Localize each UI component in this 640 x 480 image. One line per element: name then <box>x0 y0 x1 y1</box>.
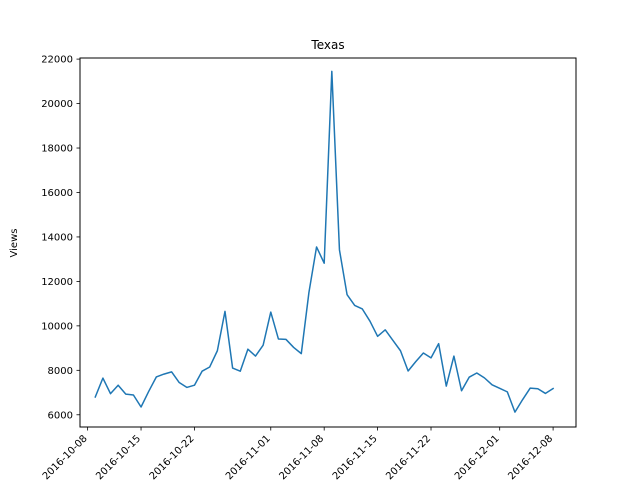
y-tick-label: 8000 <box>48 366 73 377</box>
y-axis-label: Views <box>9 229 20 258</box>
y-tick-label: 16000 <box>41 188 73 199</box>
series-line <box>94 70 555 413</box>
y-tick-label: 10000 <box>41 321 73 332</box>
y-tick-label: 18000 <box>41 144 73 155</box>
y-tick-label: 22000 <box>41 55 73 66</box>
y-tick-label: 20000 <box>41 99 73 110</box>
y-tick-label: 12000 <box>41 277 73 288</box>
chart-title: Texas <box>310 38 344 52</box>
y-tick-label: 6000 <box>48 410 73 421</box>
y-tick-label: 14000 <box>41 232 73 243</box>
axes-frame <box>79 57 577 428</box>
